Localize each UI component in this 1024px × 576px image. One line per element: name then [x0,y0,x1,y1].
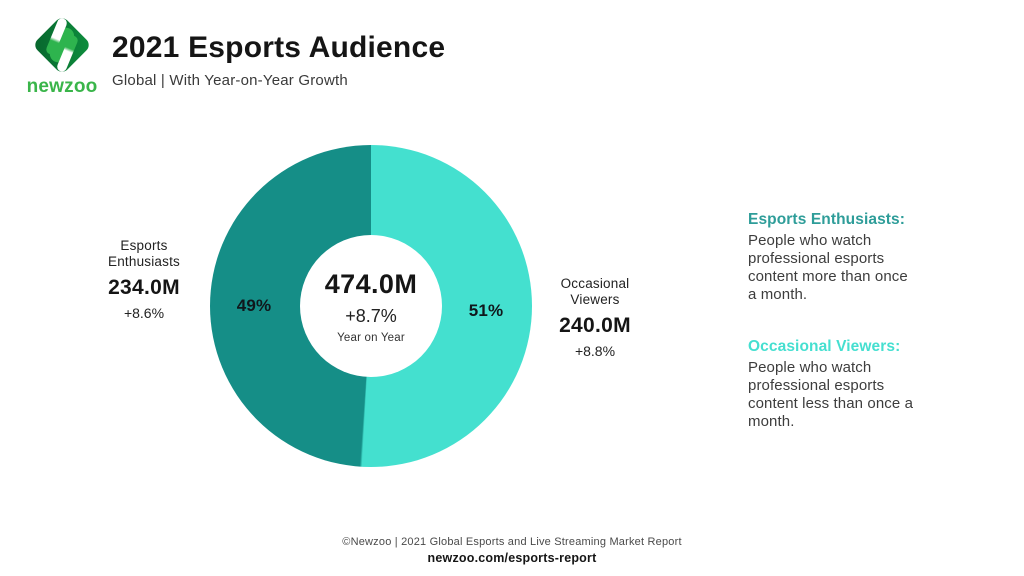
page-title: 2021 Esports Audience [112,31,446,64]
definitions-panel: Esports Enthusiasts: People who watch pr… [748,211,920,431]
segment-label-occasional-viewers: Occasional Viewers 240.0M +8.8% [543,276,647,359]
total-growth-caption: Year on Year [337,331,405,344]
donut-center: 474.0M +8.7% Year on Year [300,235,442,377]
segment-growth: +8.6% [123,305,165,322]
definition-description: People who watch professional esports co… [748,231,908,303]
report-url: newzoo.com/esports-report [427,551,597,565]
definition-term: Occasional Viewers: [748,337,901,355]
header: 2021 Esports Audience Global | With Year… [112,31,446,90]
segment-label-esports-enthusiasts: Esports Enthusiasts 234.0M +8.6% [92,238,196,321]
percent-label-esports-enthusiasts: 49% [236,296,272,315]
percent-label-occasional-viewers: 51% [468,301,504,320]
segment-name: Occasional Viewers [560,276,630,308]
segment-name: Esports Enthusiasts [108,238,180,270]
segment-value: 240.0M [559,314,631,338]
definition-occasional-viewers: Occasional Viewers: People who watch pro… [748,338,920,431]
footer: ©Newzoo | 2021 Global Esports and Live S… [0,536,1024,565]
segment-growth: +8.8% [574,343,616,360]
segment-value: 234.0M [108,276,180,300]
page-subtitle: Global | With Year-on-Year Growth [112,72,348,89]
newzoo-diamond-icon [35,18,89,72]
total-growth-value: +8.7% [345,305,397,326]
copyright-line: ©Newzoo | 2021 Global Esports and Live S… [342,536,682,548]
definition-term: Esports Enthusiasts: [748,211,906,228]
definition-description: People who watch professional esports co… [748,358,914,430]
total-audience-value: 474.0M [324,268,418,299]
definition-esports-enthusiasts: Esports Enthusiasts: People who watch pr… [748,211,920,304]
newzoo-logo: newzoo [26,13,98,96]
newzoo-wordmark: newzoo [26,76,98,97]
donut-chart: 49% 51% 474.0M +8.7% Year on Year [210,145,532,467]
